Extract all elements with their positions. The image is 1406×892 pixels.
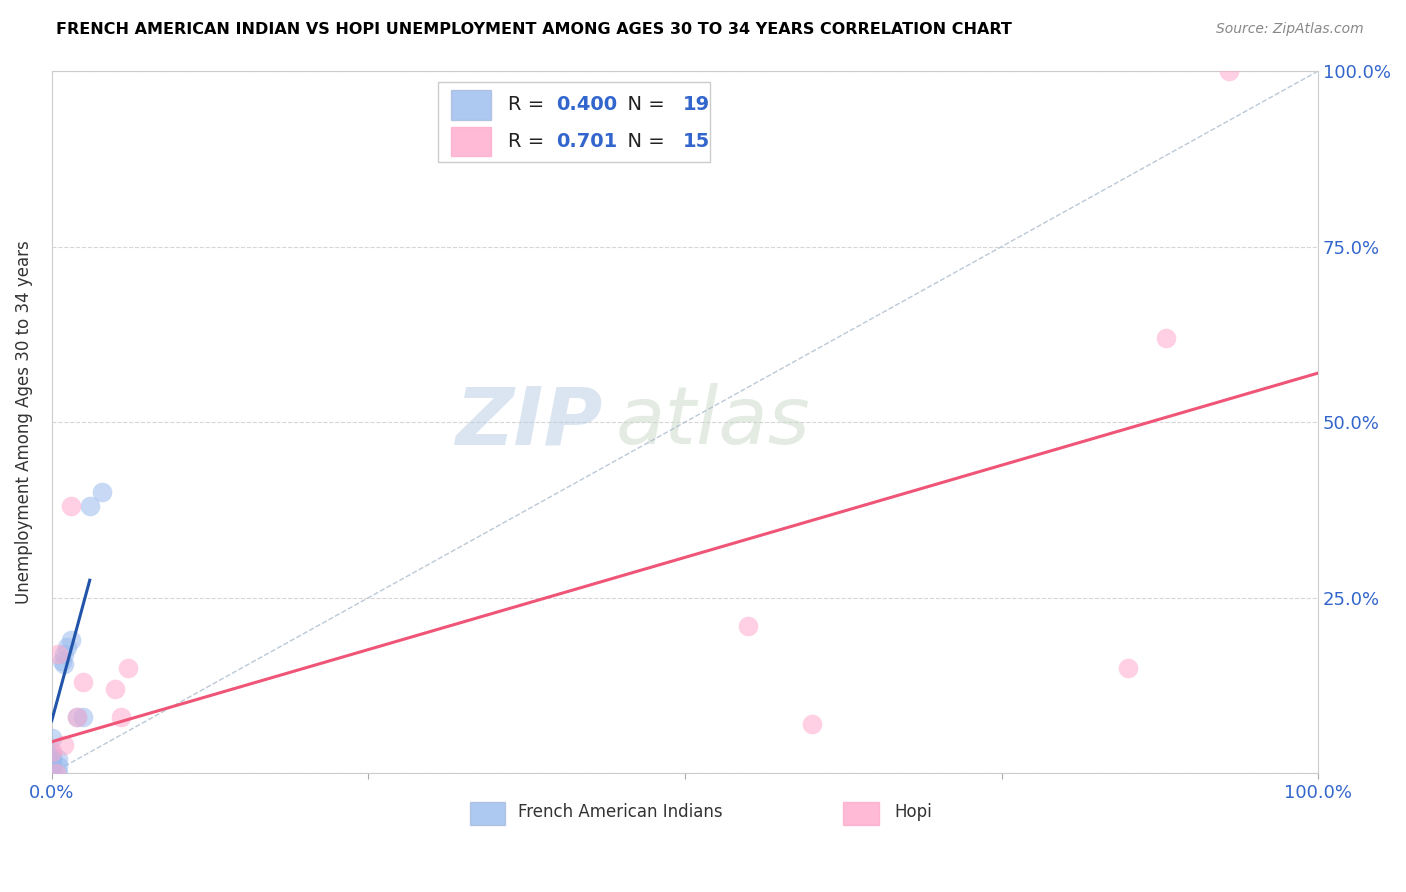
Point [41,759,63,773]
Text: ZIP: ZIP [456,384,603,461]
Point [56,640,79,654]
Point [72,675,94,690]
Text: N =: N = [616,132,671,151]
Point [110,710,132,724]
Point [46,766,69,780]
Point [800,717,823,731]
Point [1154,331,1177,345]
Y-axis label: Unemployment Among Ages 30 to 34 years: Unemployment Among Ages 30 to 34 years [15,240,32,604]
FancyBboxPatch shape [844,802,879,824]
Point [53,647,76,661]
FancyBboxPatch shape [439,81,710,162]
Point [46,647,69,661]
Point [41,752,63,766]
FancyBboxPatch shape [470,802,505,824]
Point [59,632,82,647]
Point [1116,661,1139,675]
Point [45,766,67,780]
Point [104,681,127,696]
Point [66,710,89,724]
FancyBboxPatch shape [451,127,491,156]
Point [46,752,69,766]
Point [66,710,89,724]
Point [46,759,69,773]
Point [53,738,76,752]
Point [59,500,82,514]
Point [41,731,63,746]
Point [91,485,114,500]
Text: R =: R = [508,95,550,114]
Point [41,766,63,780]
Point [41,745,63,759]
Point [41,748,63,763]
Point [51,654,73,668]
Point [72,710,94,724]
Text: 15: 15 [682,132,710,151]
Text: R =: R = [508,132,557,151]
Text: 19: 19 [682,95,710,114]
Text: Hopi: Hopi [894,803,932,821]
Text: French American Indians: French American Indians [517,803,723,821]
Point [117,661,139,675]
Text: atlas: atlas [616,384,810,461]
Text: 0.701: 0.701 [555,132,617,151]
Point [1218,64,1240,78]
Text: N =: N = [616,95,671,114]
Point [737,619,759,633]
FancyBboxPatch shape [451,90,491,120]
Text: FRENCH AMERICAN INDIAN VS HOPI UNEMPLOYMENT AMONG AGES 30 TO 34 YEARS CORRELATIO: FRENCH AMERICAN INDIAN VS HOPI UNEMPLOYM… [56,22,1012,37]
Point [53,657,76,672]
Point [79,500,101,514]
Text: Source: ZipAtlas.com: Source: ZipAtlas.com [1216,22,1364,37]
Point [41,745,63,759]
Text: 0.400: 0.400 [555,95,617,114]
Point [41,756,63,770]
